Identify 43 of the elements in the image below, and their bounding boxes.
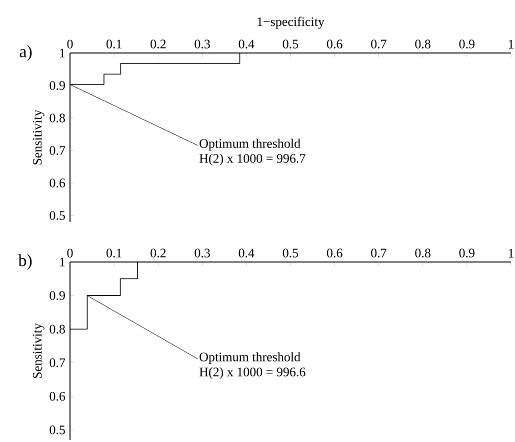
x-tick-label: 0.3: [194, 248, 210, 258]
x-tick-label: 0: [67, 40, 73, 48]
x-tick-label: 1: [508, 248, 514, 258]
y-tick-label: 0.5: [50, 425, 65, 434]
x-tick-label: 0.5: [282, 40, 298, 48]
y-tick-label: 0.6: [50, 392, 66, 401]
x-tick-label: 0.5: [282, 248, 298, 258]
y-axis-title: Sensitivity: [32, 323, 44, 378]
x-tick-label: 0.2: [150, 248, 166, 258]
x-tick-label: 0.1: [106, 40, 122, 48]
x-tick-label: 0.4: [238, 248, 254, 258]
x-tick-label: 0.2: [150, 40, 166, 48]
y-tick-label: 0.8: [50, 324, 65, 334]
annotation: H(2) x 1000 = 996.6: [199, 367, 306, 379]
y-tick-label: 0.9: [50, 291, 65, 300]
y-tick-label: 1: [60, 48, 65, 58]
x-tick-label: 1: [508, 40, 514, 48]
x-tick-label: 0.6: [326, 40, 342, 48]
x-tick-label: 0.8: [415, 248, 430, 258]
annotation: H(2) x 1000 = 996.7: [199, 154, 306, 166]
annotation: Optimum threshold: [200, 138, 300, 150]
x-tick-label: 0.4: [238, 40, 254, 48]
text: a): [20, 45, 32, 61]
y-tick-label: 0.7: [50, 358, 66, 368]
y-tick-label: 0.7: [50, 146, 66, 155]
x-tick-label: 0.9: [459, 248, 474, 258]
x-tick-label: 0.7: [371, 248, 386, 258]
y-tick-label: 0.9: [50, 81, 65, 90]
text: b): [18, 254, 32, 270]
x-tick-label: 0.9: [459, 40, 474, 48]
y-tick-label: 0.6: [50, 178, 66, 188]
x-tick-label: 0.7: [371, 40, 386, 48]
y-tick-label: 1: [60, 258, 65, 266]
y-axis-title: Sensitivity: [32, 110, 44, 164]
x-tick-label: 0.8: [415, 40, 430, 48]
x-tick-label: 0.1: [106, 248, 122, 258]
x-tick-label: 0.6: [326, 248, 342, 258]
x-tick-label: 0: [67, 248, 73, 258]
x-axis-title: 1−specificity: [258, 16, 324, 29]
annotation: Optimum threshold: [200, 352, 300, 364]
x-tick-label: 0.3: [194, 40, 210, 48]
y-tick-label: 0.8: [50, 114, 65, 122]
y-tick-label: 0.5: [50, 211, 65, 220]
